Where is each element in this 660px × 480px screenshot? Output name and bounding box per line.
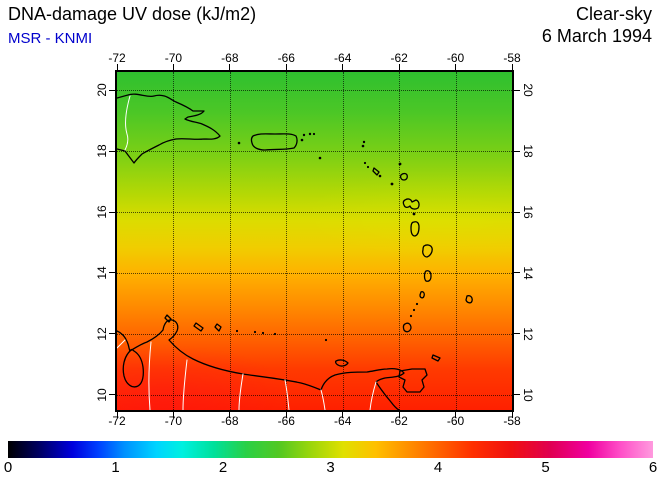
lon-gridline [342, 72, 344, 410]
lon-tick-top [229, 64, 231, 70]
lat-tick-left [109, 394, 115, 396]
lon-gridline [455, 72, 457, 410]
lat-gridline [117, 394, 512, 396]
lat-tick-left [109, 333, 115, 335]
lat-tick-label-right: 16 [521, 205, 535, 219]
colorbar-tick-label: 1 [111, 459, 120, 476]
lon-tick-label-bottom: -72 [108, 414, 126, 428]
colorbar-tick-label: 4 [433, 459, 443, 476]
lat-tick-label-left: 12 [95, 327, 109, 341]
colorbar-tick-label: 2 [218, 459, 228, 476]
grid-layer [117, 72, 512, 410]
colorbar-tick-label: 3 [326, 459, 335, 476]
lon-tick-label-top: -62 [390, 51, 408, 65]
lat-tick-right [514, 272, 520, 274]
coastline-trinidad-tobago [398, 354, 441, 393]
uv-dose-field-shading [117, 72, 512, 410]
uv-dose-field [117, 72, 512, 410]
colorbar-tick-label: 6 [648, 459, 658, 476]
lon-tick-top [116, 64, 118, 70]
lat-tick-left [109, 150, 115, 152]
lat-tick-label-left: 20 [95, 83, 109, 97]
condition-label: Clear-sky [575, 4, 652, 24]
lon-tick-top [342, 64, 344, 70]
lon-tick-bottom [455, 412, 457, 418]
lat-tick-label-right: 20 [521, 83, 535, 97]
lon-tick-label-bottom: -64 [334, 414, 352, 428]
lake-maracaibo [122, 348, 144, 388]
lat-tick-left [109, 272, 115, 274]
coastline-hispaniola [117, 93, 221, 164]
lon-tick-label-bottom: -62 [390, 414, 408, 428]
lat-tick-label-left: 18 [95, 144, 109, 158]
lat-gridline [117, 151, 512, 153]
coastline-layer [117, 93, 473, 410]
lon-tick-label-top: -70 [164, 51, 183, 65]
lat-tick-label-right: 12 [521, 327, 535, 341]
lon-tick-label-bottom: -68 [221, 414, 239, 428]
map-frame [115, 70, 514, 412]
venezuela-interior-borders [117, 339, 377, 410]
lat-gridline [117, 90, 512, 92]
lon-tick-label-bottom: -66 [277, 414, 295, 428]
lon-tick-label-top: -72 [108, 51, 126, 65]
page-title: DNA-damage UV dose (kJ/m2) [8, 4, 257, 24]
lon-gridline [229, 72, 231, 410]
lat-gridline [117, 272, 512, 274]
lon-tick-label-bottom: -60 [446, 414, 465, 428]
lat-tick-right [514, 211, 520, 213]
lon-tick-label-top: -60 [446, 51, 465, 65]
lon-tick-label-top: -58 [503, 51, 521, 65]
lon-tick-bottom [285, 412, 287, 418]
coastline-margarita [334, 359, 349, 367]
border-haiti-dr [124, 95, 131, 151]
lat-tick-label-left: 16 [95, 205, 109, 219]
lat-tick-label-right: 18 [521, 144, 535, 158]
coastline-puerto-rico [250, 133, 298, 151]
lon-gridline [173, 72, 175, 410]
small-island-dots [235, 132, 419, 342]
lon-tick-label-top: -66 [277, 51, 295, 65]
lat-tick-label-right: 10 [521, 388, 535, 402]
lon-tick-label-bottom: -58 [503, 414, 521, 428]
date-label: 6 March 1994 [541, 26, 652, 46]
colorbar-tick-label: 5 [541, 459, 550, 476]
lat-gridline [117, 212, 512, 214]
lat-tick-left [109, 211, 115, 213]
lesser-antilles-islands [372, 167, 473, 333]
lat-tick-label-left: 14 [95, 266, 109, 280]
source-label: MSR - KNMI [8, 30, 93, 47]
lon-tick-label-bottom: -70 [164, 414, 183, 428]
lon-tick-label-top: -64 [334, 51, 352, 65]
coastline-venezuela [117, 319, 405, 410]
lon-tick-bottom [511, 412, 513, 418]
lon-tick-top [398, 64, 400, 70]
lon-tick-bottom [229, 412, 231, 418]
lat-tick-label-left: 10 [95, 388, 109, 402]
lon-tick-bottom [172, 412, 174, 418]
coastline-abc-islands [164, 314, 222, 332]
lat-tick-right [514, 150, 520, 152]
lat-tick-right [514, 333, 520, 335]
lon-tick-top [511, 64, 513, 70]
lon-tick-bottom [116, 412, 118, 418]
lat-gridline [117, 333, 512, 335]
colorbar [8, 441, 653, 458]
lon-gridline [399, 72, 401, 410]
lon-tick-top [172, 64, 174, 70]
colorbar-tick-label: 0 [3, 459, 13, 476]
lat-tick-right [514, 394, 520, 396]
lon-tick-bottom [398, 412, 400, 418]
lat-tick-label-right: 14 [521, 266, 535, 280]
lon-tick-top [285, 64, 287, 70]
lon-gridline [286, 72, 288, 410]
lat-tick-right [514, 89, 520, 91]
lat-tick-left [109, 89, 115, 91]
lon-tick-top [455, 64, 457, 70]
lon-tick-label-top: -68 [221, 51, 239, 65]
lon-tick-bottom [342, 412, 344, 418]
